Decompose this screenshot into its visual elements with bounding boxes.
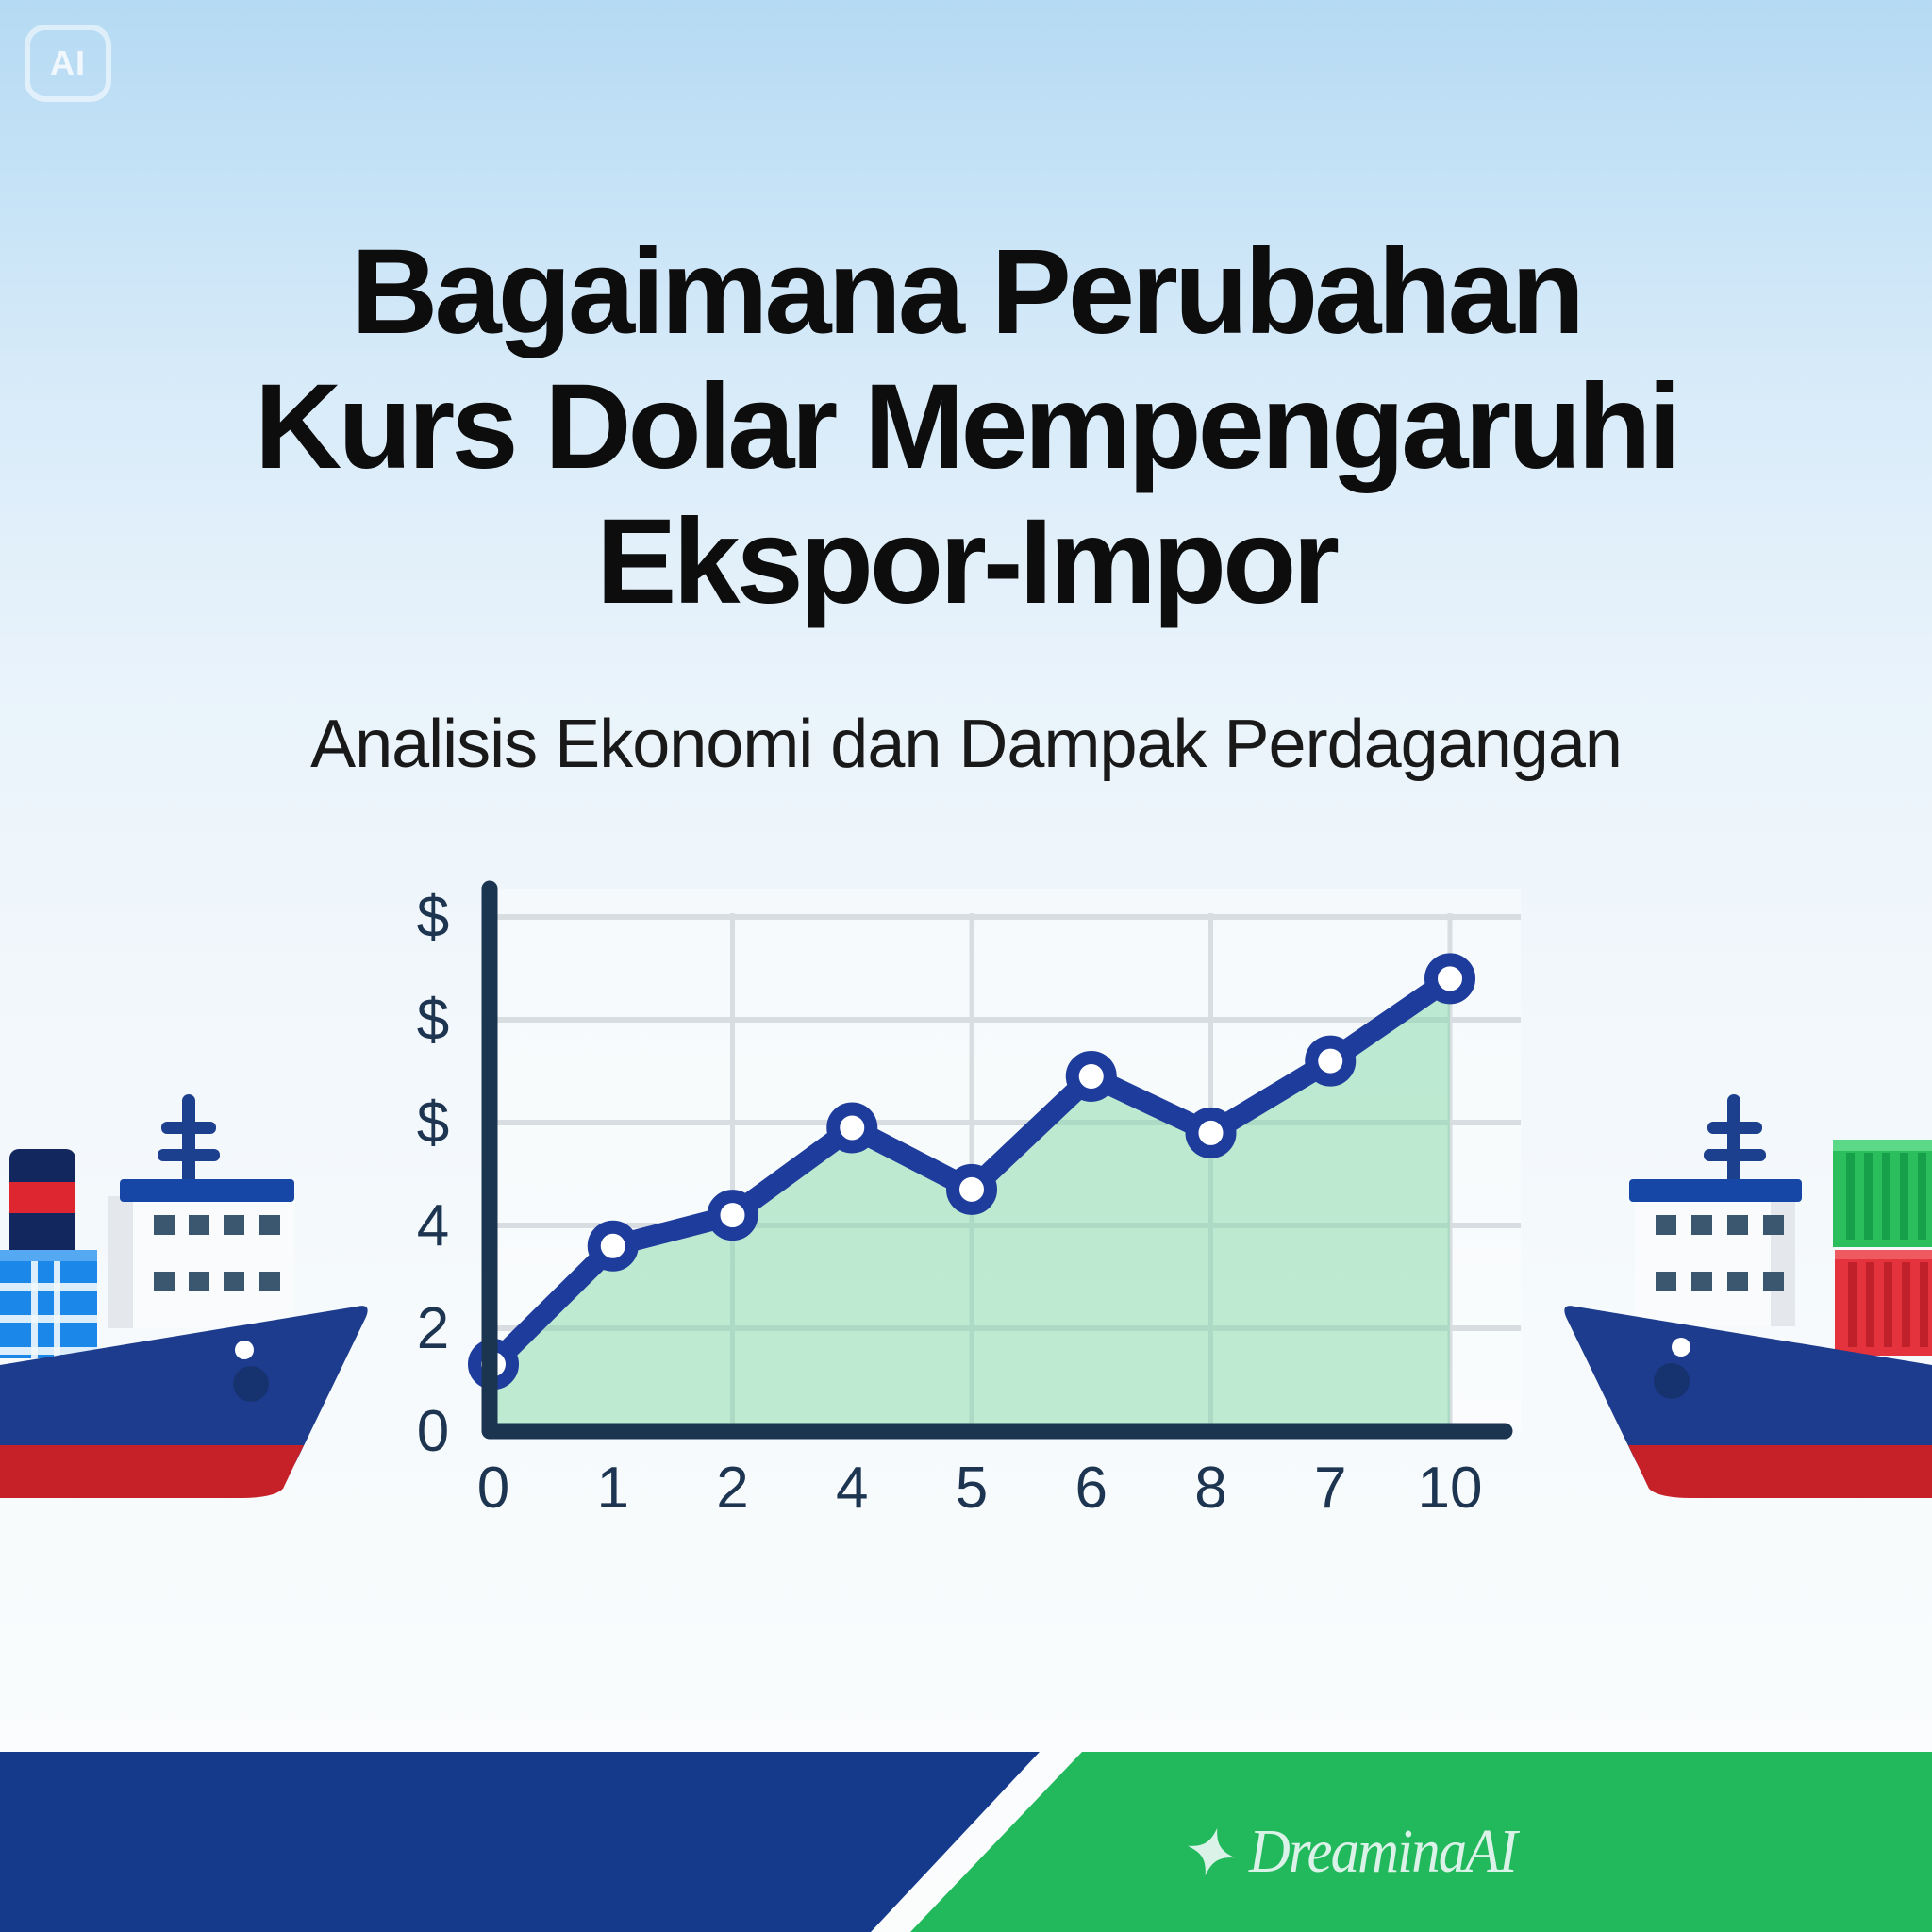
svg-text:$: $ (417, 988, 449, 1053)
svg-text:5: 5 (956, 1456, 988, 1521)
red-container-icon (1835, 1250, 1932, 1356)
anchor-hole-icon (233, 1366, 269, 1402)
blue-container-icon (0, 1250, 97, 1358)
svg-text:$: $ (417, 1091, 449, 1156)
svg-text:0: 0 (477, 1456, 509, 1521)
svg-text:2: 2 (716, 1456, 748, 1521)
dreamina-star-icon (1187, 1827, 1236, 1876)
ship-cabin (1629, 1179, 1802, 1326)
ai-badge-label: AI (50, 43, 86, 82)
title-line-2: Kurs Dolar Mempengaruhi (254, 359, 1681, 494)
ai-watermark-badge: AI (25, 25, 111, 102)
page-subtitle: Analisis Ekonomi dan Dampak Perdagangan (310, 707, 1623, 782)
svg-text:$: $ (417, 885, 449, 950)
svg-text:1: 1 (597, 1456, 629, 1521)
ship-cabin (108, 1179, 294, 1328)
svg-text:2: 2 (417, 1296, 449, 1361)
axes (481, 880, 1513, 1440)
svg-text:0: 0 (417, 1399, 449, 1464)
svg-text:8: 8 (1194, 1456, 1226, 1521)
plot-area (490, 889, 1521, 1431)
footer-navy-stripe (0, 1752, 1040, 1932)
ship-hull (1564, 1306, 1932, 1498)
ship-mast-icon (158, 1094, 220, 1189)
ship-mast-icon (1704, 1094, 1766, 1189)
y-axis-tick-labels: 0 2 4 $ $ $ (417, 885, 449, 1464)
svg-text:10: 10 (1418, 1456, 1483, 1521)
svg-text:4: 4 (417, 1193, 449, 1258)
footer-green-stripe (910, 1752, 1932, 1932)
svg-text:6: 6 (1075, 1456, 1108, 1521)
title-line-3: Ekspor-Impor (595, 494, 1340, 629)
data-point-markers (468, 953, 1475, 1391)
anchor-hole-icon (1654, 1363, 1690, 1399)
ship-funnel-icon (9, 1149, 75, 1262)
porthole-icon (1672, 1338, 1690, 1357)
area-fill (493, 978, 1450, 1431)
green-container-icon (1833, 1140, 1932, 1247)
footer-banner (0, 1752, 1932, 1932)
ship-hull (0, 1306, 368, 1498)
svg-text:4: 4 (836, 1456, 868, 1521)
title-line-1: Bagaimana Perubahan (351, 225, 1585, 359)
svg-text:7: 7 (1314, 1456, 1346, 1521)
brand-lockup: DreaminaAI (1187, 1800, 1540, 1904)
cargo-ship-right-illustration (1564, 1094, 1932, 1498)
brand-name: DreaminaAI (1249, 1817, 1518, 1886)
x-axis-tick-labels: 0 1 2 4 5 6 8 7 10 (477, 1456, 1483, 1521)
gridlines (497, 913, 1521, 1426)
porthole-icon (235, 1341, 254, 1359)
page-title: Bagaimana Perubahan Kurs Dolar Mempengar… (0, 225, 1932, 629)
data-line (483, 968, 1460, 1375)
cargo-ship-left-illustration (0, 1094, 368, 1498)
